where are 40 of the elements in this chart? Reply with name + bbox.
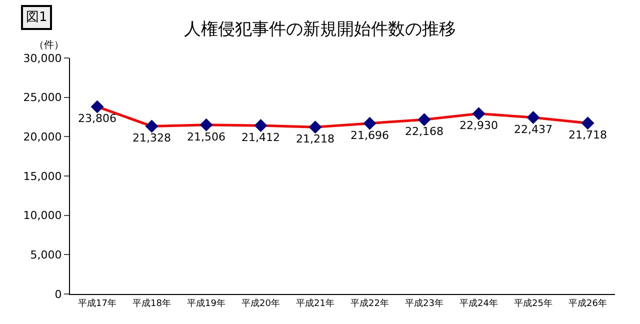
point xyxy=(145,120,158,133)
y-tick-label: 20,000 xyxy=(23,130,62,144)
y-tick-label: 25,000 xyxy=(23,91,62,104)
point xyxy=(200,118,213,132)
point xyxy=(581,116,594,130)
y-tick-label: 5,000 xyxy=(30,248,62,262)
data-label: 21,718 xyxy=(568,128,607,142)
data-label: 22,168 xyxy=(405,125,444,138)
x-tick-label: 平成21年 xyxy=(296,298,334,309)
x-tick-label: 平成22年 xyxy=(350,298,389,309)
x-tick-label: 平成25年 xyxy=(514,298,552,309)
x-tick-label: 平成17年 xyxy=(78,298,116,309)
x-tick-label: 平成23年 xyxy=(405,298,444,309)
data-label: 21,412 xyxy=(242,131,280,144)
y-tick-label: 10,000 xyxy=(23,209,62,222)
y-tick-label: 0 xyxy=(54,288,62,301)
data-label: 21,218 xyxy=(296,132,334,146)
y-axis-title: （件） xyxy=(34,40,64,51)
data-label: 21,506 xyxy=(187,130,226,144)
caption: 図1 xyxy=(26,10,48,25)
x-tick-label: 平成20年 xyxy=(242,298,280,309)
x-tick-label: 平成19年 xyxy=(187,298,226,309)
x-tick-label: 平成26年 xyxy=(568,298,607,309)
point xyxy=(363,116,376,130)
x-tick-label: 平成18年 xyxy=(132,298,171,309)
chart-title: 人権侵犯事件の新規開始件数の推移 xyxy=(184,20,456,40)
y-tick-label: 15,000 xyxy=(23,170,62,183)
data-label: 21,696 xyxy=(350,128,389,142)
data-label: 22,930 xyxy=(460,119,498,132)
y-tick-label: 30,000 xyxy=(23,52,62,65)
point xyxy=(90,100,104,114)
point xyxy=(308,120,322,134)
data-label: 23,806 xyxy=(78,112,116,126)
point xyxy=(472,107,486,120)
data-label: 22,437 xyxy=(514,123,552,136)
point xyxy=(254,119,268,132)
data-label: 21,328 xyxy=(132,132,171,145)
point xyxy=(418,113,431,126)
x-tick-label: 平成24年 xyxy=(460,298,498,309)
point xyxy=(526,111,540,124)
